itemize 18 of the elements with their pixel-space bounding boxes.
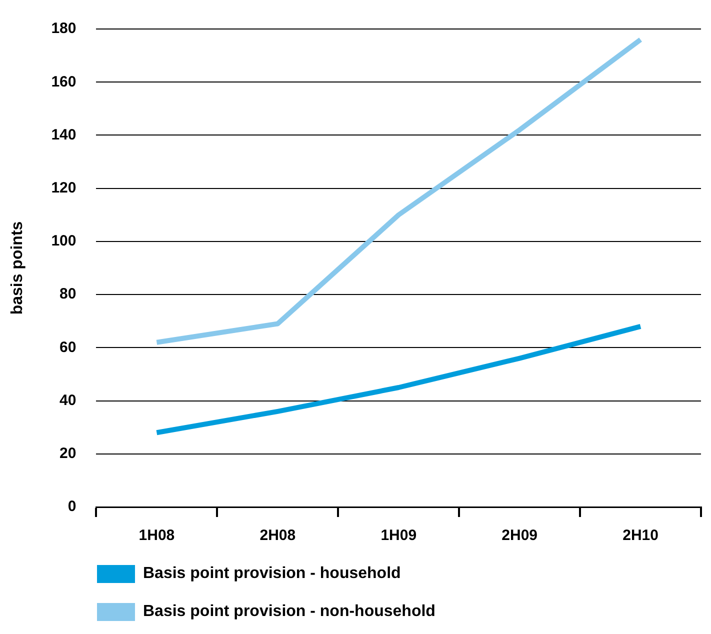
x-tick-label: 2H10 [622, 527, 658, 544]
y-tick-label: 120 [51, 179, 76, 196]
y-tick-label: 180 [51, 20, 76, 38]
y-tick-label: 40 [60, 392, 76, 409]
y-axis-title: basis points [9, 221, 26, 315]
legend-label: Basis point provision - non-household [143, 603, 436, 621]
x-tick-label: 1H08 [138, 527, 175, 544]
y-tick-label: 0 [68, 498, 76, 516]
y-tick-label: 60 [60, 338, 76, 356]
x-tick-label: 1H09 [380, 527, 417, 544]
y-tick-label: 20 [60, 445, 76, 462]
y-tick-label: 160 [51, 73, 76, 90]
y-tick-label: 140 [51, 126, 76, 144]
y-tick-label: 80 [60, 286, 76, 303]
x-tick-label: 2H08 [260, 527, 296, 544]
legend-label: Basis point provision - household [143, 565, 401, 583]
y-tick-label: 100 [51, 232, 76, 250]
x-tick-label: 2H09 [502, 527, 538, 544]
